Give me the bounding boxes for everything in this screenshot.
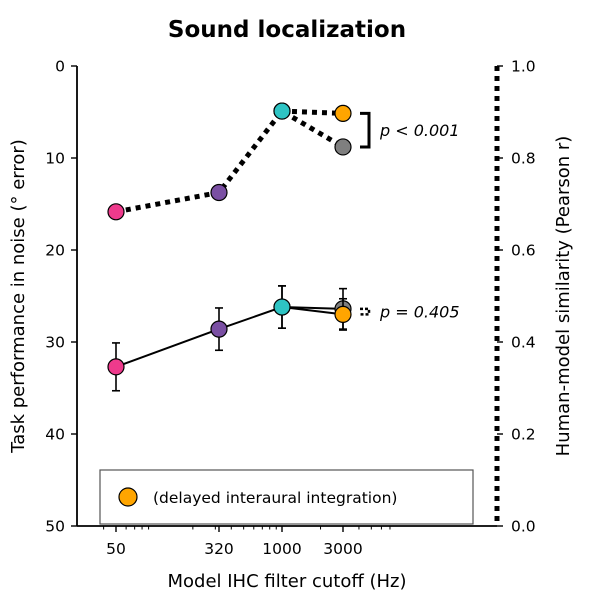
data-point-3-0 xyxy=(273,298,291,316)
data-point-1-1 xyxy=(334,104,352,122)
data-point-1-0 xyxy=(273,102,291,120)
annotation-text-1: p = 0.405 xyxy=(379,303,460,322)
right-y-tick-label-1: 0.2 xyxy=(511,426,536,444)
annotation-text-0: p < 0.001 xyxy=(379,121,460,140)
left-y-tick-label-0: 0 xyxy=(55,58,65,76)
x-axis-label: Model IHC filter cutoff (Hz) xyxy=(167,571,406,592)
right-y-axis-label: Human-model similarity (Pearson r) xyxy=(553,136,574,457)
series-line-3 xyxy=(281,306,344,316)
x-tick-label-1: 320 xyxy=(204,540,234,558)
x-tick-label-3: 3000 xyxy=(323,540,362,558)
right-y-tick-label-4: 0.8 xyxy=(511,150,536,168)
left-y-tick-label-4: 40 xyxy=(45,426,65,444)
left-y-tick-label-5: 50 xyxy=(45,518,65,536)
left-y-tick-label-1: 10 xyxy=(45,150,65,168)
data-point-0-0 xyxy=(107,203,125,221)
x-tick-label-0: 50 xyxy=(106,540,126,558)
data-point-3-1 xyxy=(334,305,352,323)
series-line-2 xyxy=(115,306,344,368)
ticks: 50 320 1000 3000 0 10 20 30 40 50 0.0 0.2 0.4 0.6 0.8 1… xyxy=(45,58,535,559)
legend-box xyxy=(99,469,474,525)
annotation-bracket-1 xyxy=(360,307,371,316)
legend: (delayed interaural integration) xyxy=(99,469,474,525)
right-y-tick-label-0: 0.0 xyxy=(511,518,536,536)
series-line-1 xyxy=(281,108,344,116)
left-y-tick-label-3: 30 xyxy=(45,334,65,352)
data-point-2-1 xyxy=(210,320,228,338)
series-line-0 xyxy=(115,107,345,215)
data-point-0-3 xyxy=(334,138,352,156)
right-y-tick-label-3: 0.6 xyxy=(511,242,536,260)
left-y-axis-label: Task performance in noise (° error) xyxy=(8,139,29,454)
left-y-tick-label-2: 20 xyxy=(45,242,65,260)
annotations: p < 0.001 p = 0.405 xyxy=(360,111,460,322)
chart-title: Sound localization xyxy=(168,17,406,43)
data-point-2-0 xyxy=(107,358,125,376)
legend-marker-delayed xyxy=(118,487,138,507)
legend-label-delayed: (delayed interaural integration) xyxy=(153,489,397,507)
plot-area xyxy=(107,102,352,392)
x-tick-label-2: 1000 xyxy=(262,540,301,558)
annotation-bracket-0 xyxy=(360,111,371,149)
data-point-0-1 xyxy=(210,183,228,202)
right-y-tick-label-2: 0.4 xyxy=(511,334,536,352)
right-y-tick-label-5: 1.0 xyxy=(511,58,536,76)
